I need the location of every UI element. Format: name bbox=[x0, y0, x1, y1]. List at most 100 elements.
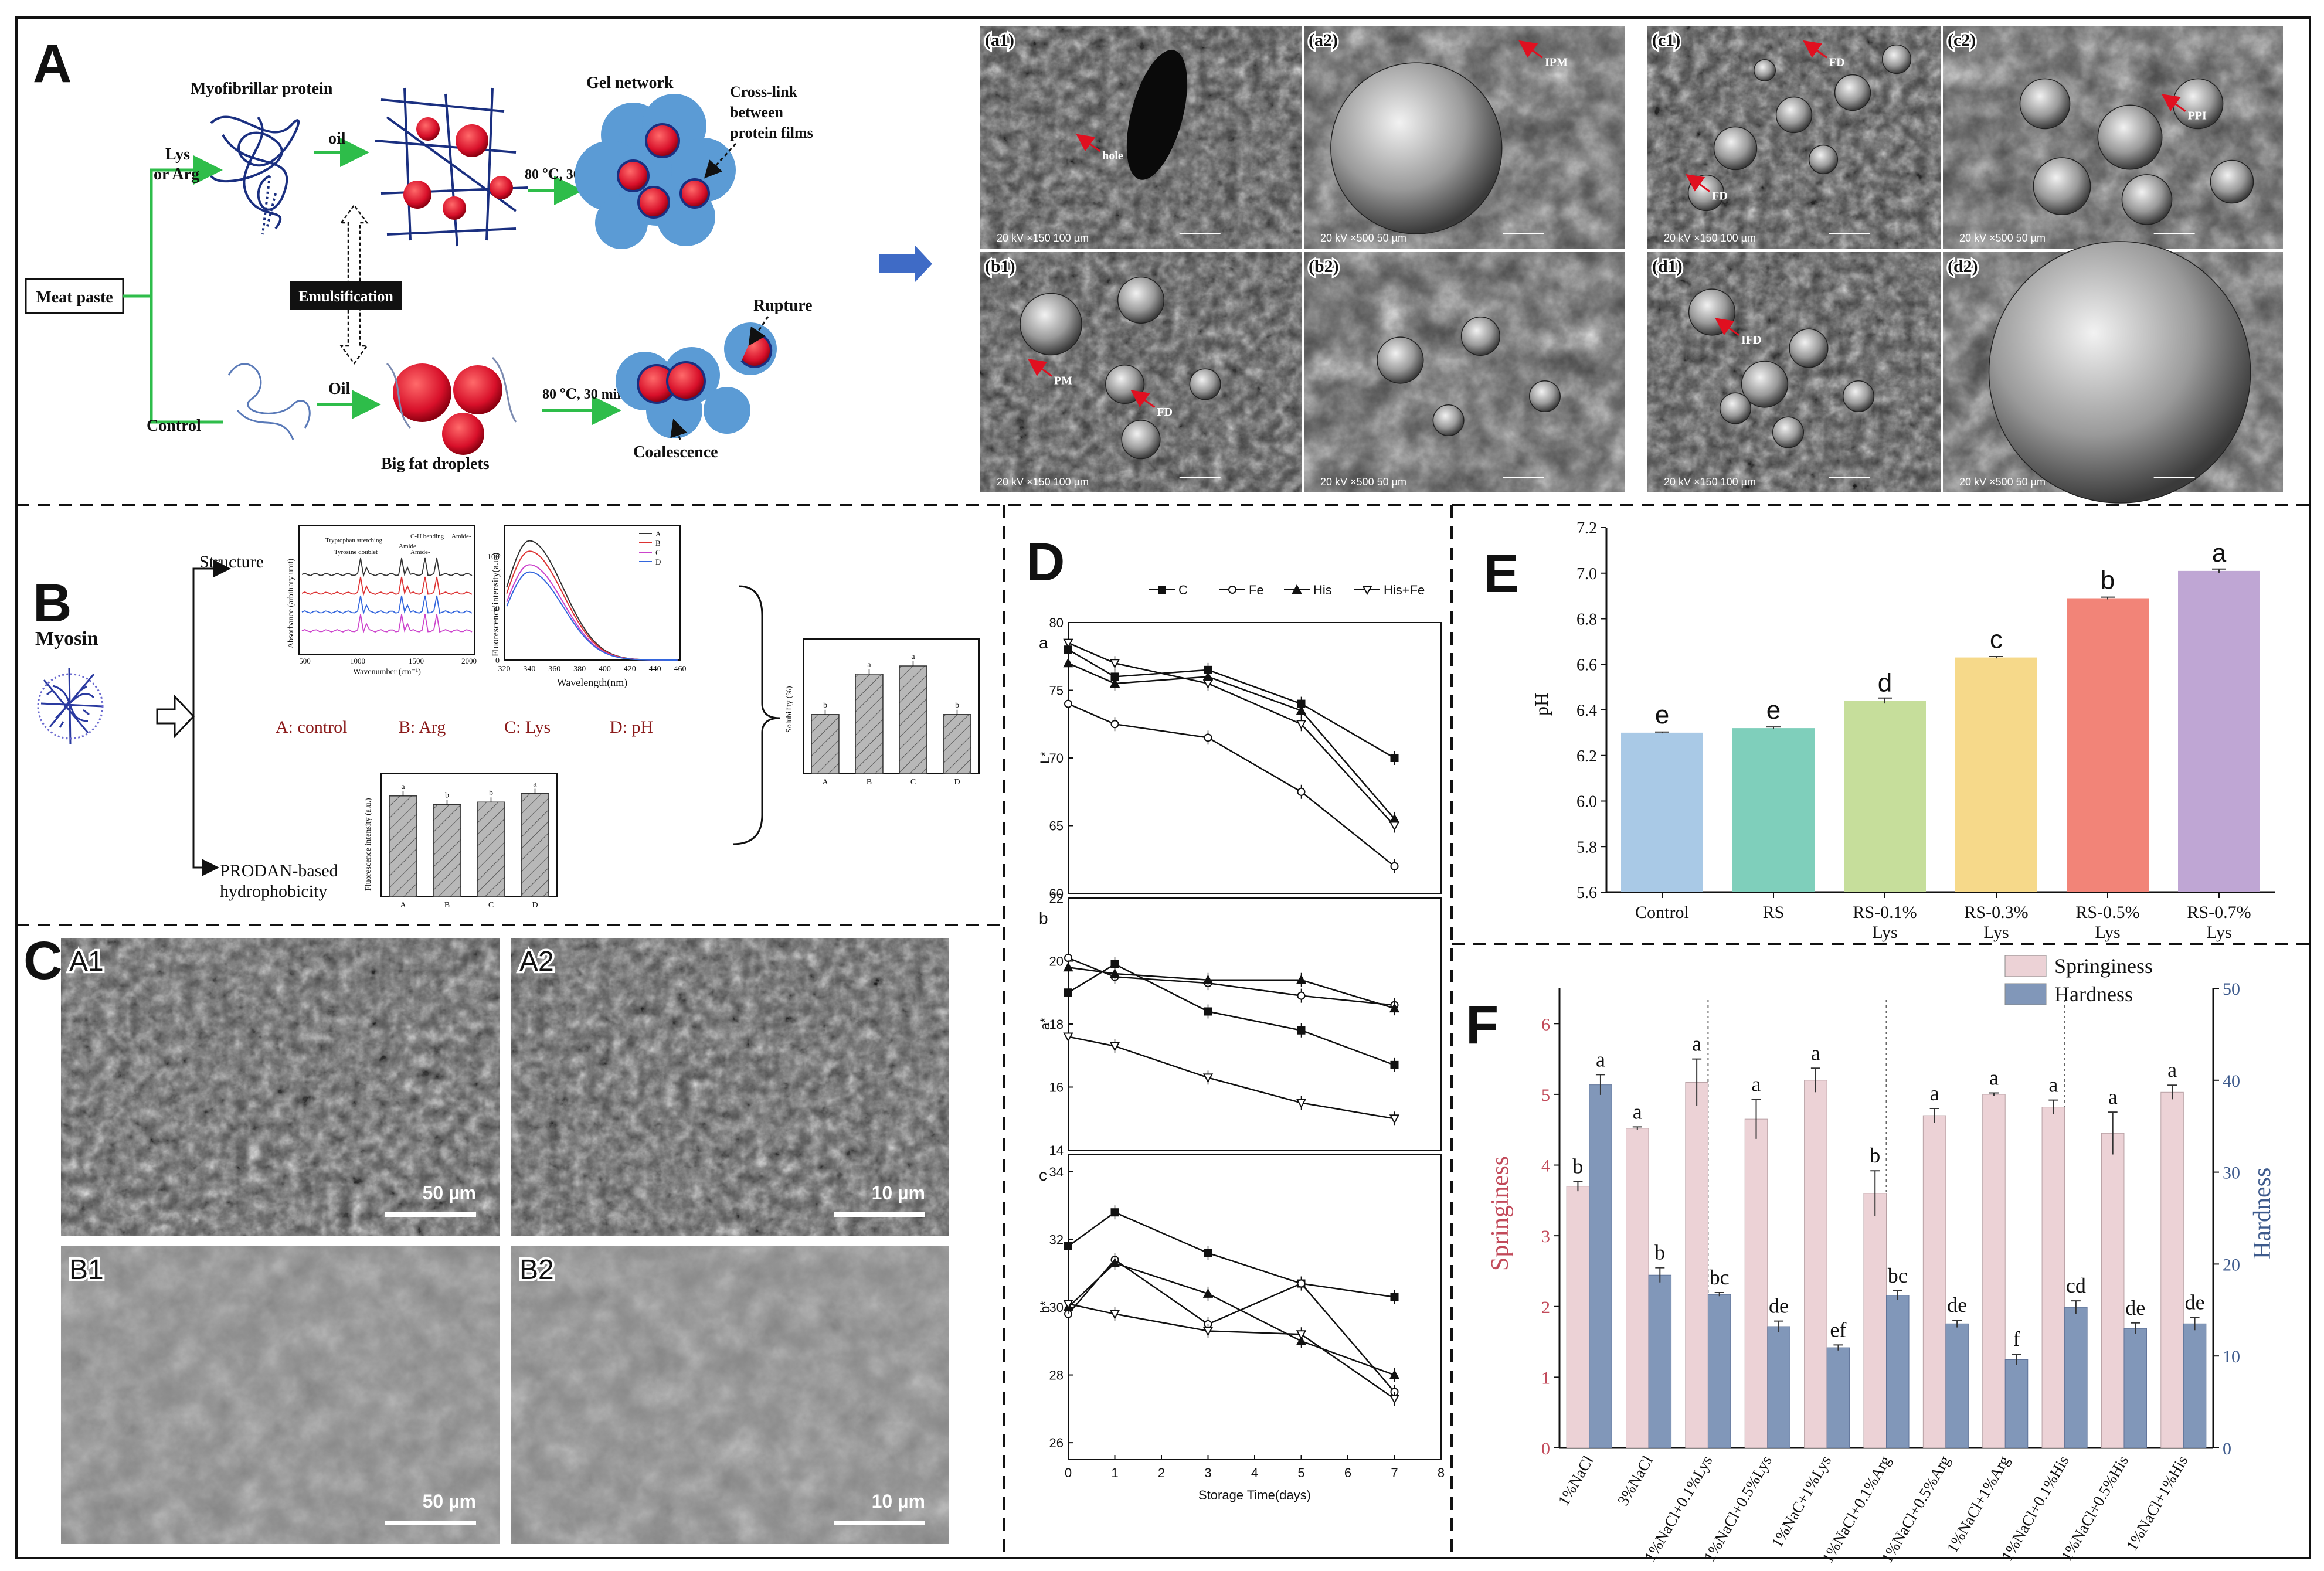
ftir-xlabel: Wavenumber (cm⁻¹) bbox=[353, 668, 421, 676]
d-legend-label: His bbox=[1313, 583, 1332, 597]
f-ylabel-left: Springiness bbox=[1487, 1156, 1514, 1271]
marker-square bbox=[1158, 586, 1166, 594]
ftir-xtick: 500 bbox=[299, 657, 311, 665]
to-branch-arrow bbox=[156, 694, 195, 739]
e-significance-letter: c bbox=[1990, 625, 2003, 654]
cross-link-text-3: protein films bbox=[730, 124, 813, 141]
e-xtick-label: RS-0.3% bbox=[1964, 903, 2028, 922]
f-hardness-bar bbox=[1945, 1323, 1969, 1448]
ftir-spectrum-line bbox=[301, 557, 473, 578]
f-springiness-bar bbox=[1982, 1094, 2006, 1448]
bar-category-label: B bbox=[444, 901, 450, 910]
d-xtick-label: 4 bbox=[1251, 1465, 1258, 1480]
meat-paste-box bbox=[25, 278, 124, 314]
panel-b: B Myosin Structure PRODAN-based hydropho… bbox=[33, 525, 980, 910]
f-hardness-letter: ef bbox=[1830, 1318, 1846, 1341]
fluor-ylabel: Fluorescence intensity(a.u.) bbox=[491, 553, 501, 657]
d-ytick-label: 16 bbox=[1049, 1080, 1064, 1095]
sem-annotation: IFD bbox=[1741, 334, 1761, 346]
d-xtick-label: 5 bbox=[1297, 1465, 1304, 1480]
myosin-text: Myosin bbox=[35, 628, 98, 650]
cross-link-pointer bbox=[704, 142, 737, 179]
sem-c-tile: B2 10 µm bbox=[511, 1246, 949, 1544]
bar bbox=[477, 801, 505, 897]
fat-droplet bbox=[1772, 416, 1804, 448]
sem-scale-text: 20 kV ×150 100 µm bbox=[1664, 232, 1756, 244]
fat-droplet bbox=[1460, 316, 1500, 356]
e-significance-letter: e bbox=[1766, 696, 1781, 725]
marker-tri-down bbox=[1389, 1114, 1400, 1124]
f-hardness-letter: bc bbox=[1888, 1264, 1908, 1287]
f-springiness-letter: b bbox=[1870, 1144, 1880, 1167]
fat-droplet bbox=[1988, 241, 2251, 504]
marker-triangle bbox=[1292, 584, 1302, 594]
fluor-legend-label: A bbox=[655, 529, 661, 538]
oil-droplet bbox=[443, 196, 466, 220]
f-ytick-left-label: 1 bbox=[1541, 1368, 1550, 1388]
f-hardness-bar bbox=[2064, 1307, 2088, 1448]
sem-tile: (b1) 20 kV ×150 100 µm PM FD bbox=[980, 252, 1302, 492]
fat-droplet bbox=[2033, 157, 2091, 215]
f-legend-swatch bbox=[2004, 983, 2047, 1005]
f-springiness-letter: a bbox=[1752, 1072, 1761, 1096]
d-ytick-label: 14 bbox=[1049, 1143, 1064, 1158]
big-fat-text: Big fat droplets bbox=[381, 455, 490, 473]
panel-e: E pH 5.6 5.8 6.0 6.2 6.4 6.6 6.8 7.0 7.2 e Control e… bbox=[1483, 519, 2275, 942]
d-ytick-label: 34 bbox=[1049, 1165, 1064, 1179]
f-hardness-letter: de bbox=[1769, 1294, 1789, 1318]
panel-a: A Meat paste Lys or Arg Control Myofibri… bbox=[25, 26, 2283, 504]
f-hardness-letter: bc bbox=[1710, 1266, 1730, 1289]
marker-square bbox=[1064, 1242, 1072, 1250]
significance-letter: a bbox=[533, 780, 537, 789]
e-xtick-label: RS-0.7% bbox=[2187, 903, 2251, 922]
fluorescence-spectrum-line bbox=[506, 571, 678, 661]
significance-letter: b bbox=[489, 788, 493, 797]
e-bar bbox=[2178, 570, 2260, 892]
fat-droplet bbox=[1834, 74, 1871, 111]
bar bbox=[811, 714, 840, 774]
prodan-text-1: PRODAN-based bbox=[220, 861, 338, 880]
e-ytick-label: 6.0 bbox=[1576, 793, 1597, 811]
fluor-legend-label: C bbox=[655, 548, 661, 557]
f-ytick-left-label: 6 bbox=[1541, 1015, 1550, 1034]
sem-tile: (a2) 20 kV ×500 50 µm IPM bbox=[1304, 26, 1625, 249]
ftir-ylabel: Absorbance (arbitrary unit) bbox=[287, 559, 295, 648]
f-springiness-bar bbox=[2160, 1091, 2184, 1448]
f-ytick-right-label: 40 bbox=[2223, 1072, 2240, 1091]
sem-annotation: hole bbox=[1102, 149, 1123, 162]
e-ytick-label: 7.2 bbox=[1576, 519, 1597, 538]
d-series-line bbox=[1068, 1036, 1395, 1120]
f-springiness-letter: a bbox=[2108, 1085, 2118, 1108]
f-springiness-bar bbox=[1863, 1193, 1887, 1448]
f-hardness-bar bbox=[1589, 1084, 1612, 1448]
f-xtick-label: 1%NaCl+1%Arg bbox=[1944, 1453, 2013, 1556]
sem-tile: (d2) 20 kV ×500 50 µm bbox=[1943, 241, 2283, 504]
d-subplot: b a* 14 16 18 20 22 bbox=[1038, 891, 1442, 1158]
marker-triangle bbox=[1109, 678, 1120, 688]
fat-droplet bbox=[2121, 174, 2173, 225]
sem-tile: (d1) 20 kV ×150 100 µm IFD bbox=[1647, 252, 1941, 492]
d-ytick-label: 80 bbox=[1049, 616, 1064, 630]
d-ytick-label: 30 bbox=[1049, 1300, 1064, 1315]
solubility-chart: b Aa Ba Cb D Solubility (%) bbox=[785, 638, 980, 787]
e-xtick-label: Lys bbox=[2206, 923, 2231, 942]
fluor-ytick: 100 bbox=[487, 553, 500, 562]
myosin-icon bbox=[37, 668, 104, 745]
sem-c-tile: A2 10 µm bbox=[511, 938, 949, 1236]
sem-annotation: PPI bbox=[2188, 110, 2207, 123]
marker-triangle bbox=[1202, 974, 1214, 984]
d-xtick-label: 7 bbox=[1391, 1465, 1398, 1480]
d-legend-label: Fe bbox=[1249, 583, 1264, 597]
sem-scale-text: 20 kV ×150 100 µm bbox=[997, 232, 1089, 244]
f-springiness-letter: a bbox=[2048, 1073, 2058, 1097]
rupture-text: Rupture bbox=[753, 297, 813, 315]
sem-c-scale-text: 10 µm bbox=[872, 1491, 925, 1512]
fat-droplet bbox=[1377, 336, 1424, 384]
f-hardness-letter: b bbox=[1654, 1241, 1665, 1264]
fluor-legend-label: B bbox=[655, 539, 661, 548]
marker-tri-down bbox=[1202, 1327, 1214, 1337]
sem-scale-text: 20 kV ×500 50 µm bbox=[1320, 476, 1406, 488]
f-legend: Springiness Hardness bbox=[2004, 954, 2153, 1006]
